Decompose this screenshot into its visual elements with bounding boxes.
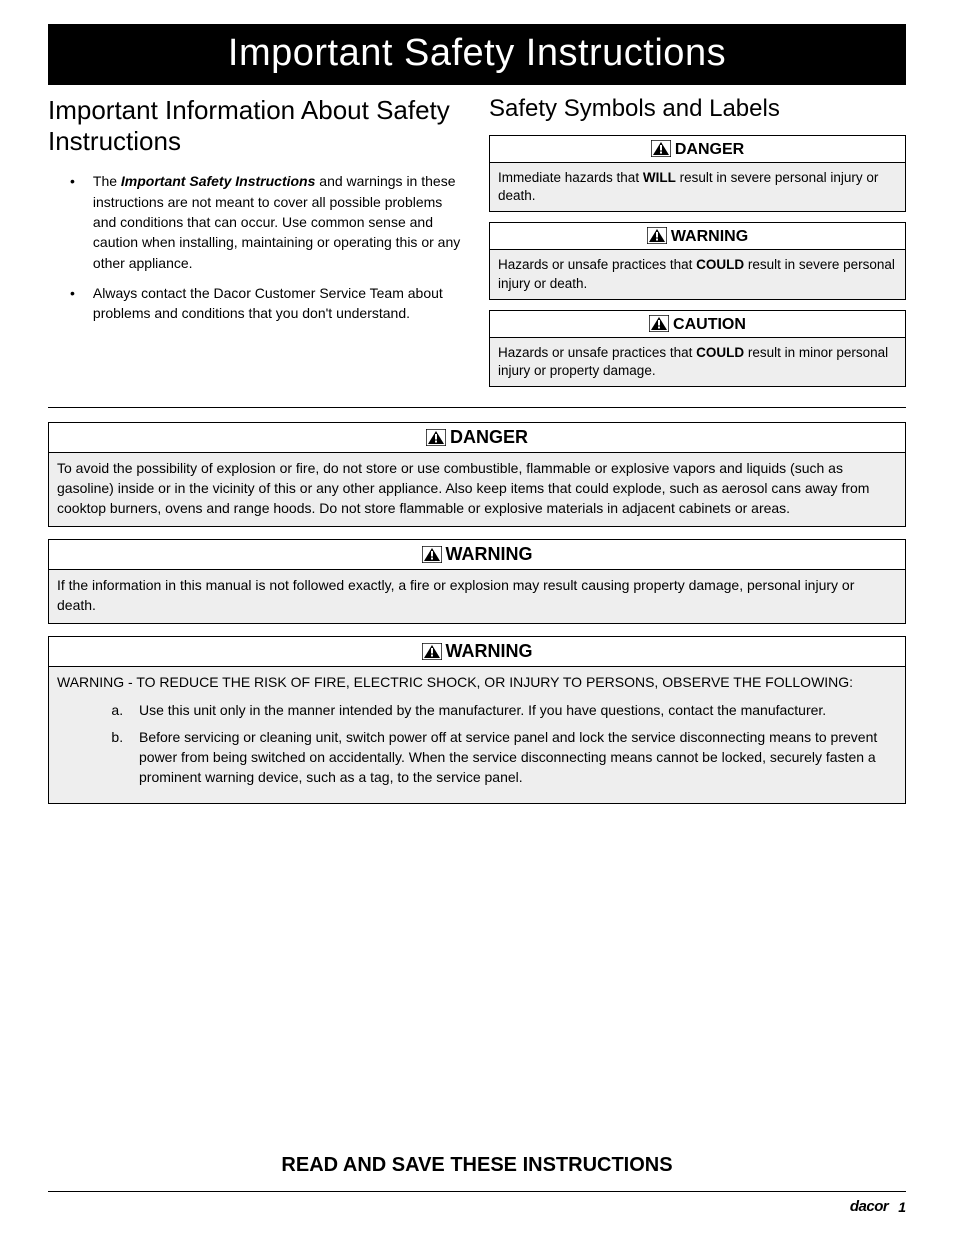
warning-label: WARNING (671, 228, 748, 245)
list-item: Before servicing or cleaning unit, switc… (127, 728, 897, 787)
wide-warning2-label: WARNING (446, 641, 533, 661)
right-column: Safety Symbols and Labels DANGER Immedia… (489, 95, 906, 397)
alert-icon (649, 315, 669, 332)
bullet-text: The (93, 173, 121, 189)
warning-box: WARNING Hazards or unsafe practices that… (489, 222, 906, 299)
left-heading: Important Information About Safety Instr… (48, 95, 465, 157)
danger-head: DANGER (490, 136, 905, 163)
bold-text: WILL (643, 170, 676, 185)
warning-body: Hazards or unsafe practices that COULD r… (490, 250, 905, 298)
caution-head: CAUTION (490, 311, 905, 338)
footer-instruction: READ AND SAVE THESE INSTRUCTIONS (48, 1154, 906, 1177)
wide-warning1-box: WARNING If the information in this manua… (48, 539, 906, 624)
wide-warning2-box: WARNING WARNING - TO REDUCE THE RISK OF … (48, 636, 906, 804)
wide-danger-box: DANGER To avoid the possibility of explo… (48, 422, 906, 527)
bold-text: COULD (696, 345, 744, 360)
bullet-item: The Important Safety Instructions and wa… (48, 171, 465, 272)
alert-icon (647, 227, 667, 244)
caution-body: Hazards or unsafe practices that COULD r… (490, 338, 905, 386)
wide-warning1-head: WARNING (49, 540, 905, 570)
footer-rule (48, 1191, 906, 1192)
caution-label: CAUTION (673, 316, 746, 333)
wide-danger-body: To avoid the possibility of explosion or… (49, 453, 905, 526)
wide-warning1-body: If the information in this manual is not… (49, 570, 905, 623)
warning2-list: Use this unit only in the manner intende… (57, 701, 897, 787)
wide-danger-head: DANGER (49, 423, 905, 453)
alert-icon (422, 643, 442, 660)
warning-head: WARNING (490, 223, 905, 250)
warning2-intro: WARNING - TO REDUCE THE RISK OF FIRE, EL… (57, 674, 853, 690)
bullet-bold: Important Safety Instructions (121, 173, 315, 189)
left-column: Important Information About Safety Instr… (48, 95, 465, 397)
wide-danger-label: DANGER (450, 427, 528, 447)
alert-icon (426, 429, 446, 446)
page-title: Important Safety Instructions (48, 24, 906, 85)
wide-warning1-label: WARNING (446, 544, 533, 564)
page-footer: dacor 1 (48, 1198, 906, 1215)
caution-box: CAUTION Hazards or unsafe practices that… (489, 310, 906, 387)
brand-logo: dacor (850, 1198, 888, 1215)
wide-warning2-body: WARNING - TO REDUCE THE RISK OF FIRE, EL… (49, 667, 905, 803)
danger-body: Immediate hazards that WILL result in se… (490, 163, 905, 211)
bullet-item: Always contact the Dacor Customer Servic… (48, 283, 465, 324)
section-divider (48, 407, 906, 408)
danger-box: DANGER Immediate hazards that WILL resul… (489, 135, 906, 212)
page-number: 1 (898, 1199, 906, 1215)
alert-icon (651, 140, 671, 157)
alert-icon (422, 546, 442, 563)
text: Immediate hazards that (498, 170, 643, 185)
wide-warning2-head: WARNING (49, 637, 905, 667)
two-column-section: Important Information About Safety Instr… (48, 95, 906, 397)
list-item: Use this unit only in the manner intende… (127, 701, 897, 721)
right-heading: Safety Symbols and Labels (489, 95, 906, 123)
bullet-text: Always contact the Dacor Customer Servic… (93, 283, 465, 324)
left-bullets: The Important Safety Instructions and wa… (48, 171, 465, 323)
danger-label: DANGER (675, 141, 744, 158)
bold-text: COULD (696, 257, 744, 272)
text: Hazards or unsafe practices that (498, 257, 696, 272)
text: Hazards or unsafe practices that (498, 345, 696, 360)
